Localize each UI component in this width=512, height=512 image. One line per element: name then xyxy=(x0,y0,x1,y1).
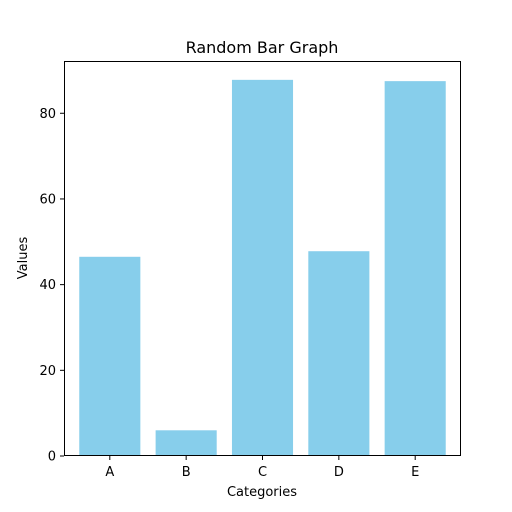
bar-a xyxy=(79,256,141,456)
x-tick-label: A xyxy=(105,465,114,480)
x-axis-label: Categories xyxy=(227,485,297,500)
bars-layer xyxy=(79,79,446,456)
y-tick-label: 60 xyxy=(39,192,56,207)
bar-d xyxy=(308,251,370,456)
chart-title: Random Bar Graph xyxy=(186,38,339,57)
bar-e xyxy=(384,81,446,456)
y-tick-label: 80 xyxy=(39,107,56,122)
plot-frame xyxy=(64,61,461,456)
x-tick-label: D xyxy=(334,465,344,480)
x-tick-label: C xyxy=(258,465,267,480)
x-tick-label: E xyxy=(411,465,419,480)
bar-c xyxy=(231,79,294,456)
x-tick-label: B xyxy=(182,465,191,480)
y-tick-label: 40 xyxy=(39,278,56,293)
y-ticks-layer: 0 20 40 60 80 xyxy=(39,107,64,465)
y-tick-label: 20 xyxy=(39,364,56,379)
y-tick-label: 0 xyxy=(48,450,56,465)
x-ticks-layer: A B C D E xyxy=(105,456,419,480)
y-axis-label: Values xyxy=(16,237,31,280)
axes-layer xyxy=(64,61,461,456)
bar-b xyxy=(155,430,217,456)
